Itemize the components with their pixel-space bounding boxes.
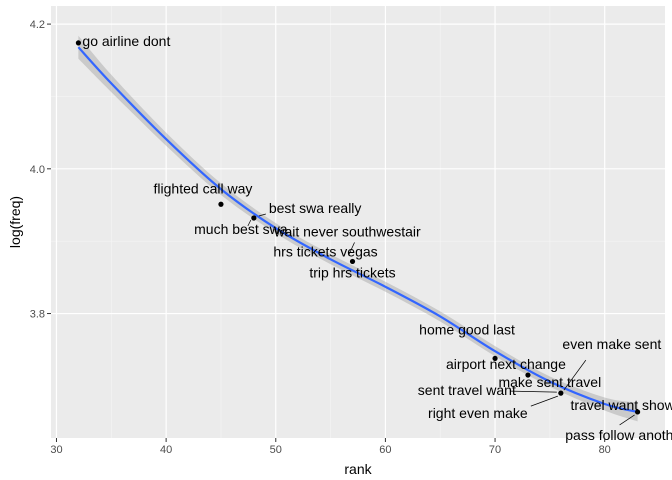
point-label: even make sent <box>562 336 661 352</box>
smooth-line <box>77 46 638 413</box>
x-tick-label: 50 <box>270 444 282 456</box>
y-tick-label: 3.8 <box>30 309 45 321</box>
data-point <box>634 409 641 415</box>
minor-gridlines <box>51 6 665 438</box>
data-point <box>492 355 498 362</box>
data-point <box>218 201 224 207</box>
y-tick-label: 4.2 <box>30 19 45 31</box>
point-label: go airline dont <box>82 33 170 49</box>
x-tick-label: 80 <box>599 444 611 456</box>
point-label: much best swa <box>194 221 288 237</box>
data-point <box>251 215 257 221</box>
major-gridlines <box>51 6 665 438</box>
y-tick-label: 4.0 <box>30 164 45 176</box>
point-label: sent travel want <box>418 382 516 398</box>
point-label: best swa really <box>269 200 362 216</box>
label-leader-line <box>247 219 252 227</box>
point-label: home good last <box>419 321 515 337</box>
x-tick-label: 70 <box>489 444 501 456</box>
y-axis-title: log(freq) <box>7 196 23 248</box>
point-label: airport next change <box>446 356 566 372</box>
plot-panel <box>51 6 665 438</box>
point-label: flighted call way <box>154 180 253 196</box>
data-point <box>349 258 356 265</box>
point-label: make sent travel <box>498 374 601 390</box>
x-tick-label: 60 <box>379 444 391 456</box>
data-point <box>75 40 82 46</box>
point-label: travel want show <box>570 397 672 413</box>
data-points <box>75 40 641 415</box>
point-label: pass follow another <box>565 427 672 443</box>
label-leader-lines <box>247 213 635 426</box>
x-axis-title: rank <box>344 461 372 477</box>
point-label: right even make <box>428 405 528 421</box>
label-leader-line <box>348 242 355 256</box>
label-leader-line <box>258 213 266 217</box>
label-leader-line <box>619 414 635 426</box>
x-axis-ticks: 30 40 50 60 70 80 <box>50 438 611 456</box>
point-label: wait never southwestair <box>273 223 421 239</box>
label-leader-line <box>510 390 557 393</box>
label-leader-line <box>563 359 587 391</box>
y-axis-ticks: 3.8 4.0 4.2 <box>30 19 51 321</box>
x-tick-label: 30 <box>50 444 62 456</box>
label-leader-line <box>530 395 558 407</box>
data-point <box>525 372 531 378</box>
point-label: trip hrs tickets <box>309 264 395 280</box>
point-labels: go airline dont flighted call way best swa… <box>82 33 672 443</box>
x-tick-label: 40 <box>160 444 172 456</box>
point-label: hrs tickets vegas <box>273 243 377 259</box>
data-point <box>558 390 564 396</box>
